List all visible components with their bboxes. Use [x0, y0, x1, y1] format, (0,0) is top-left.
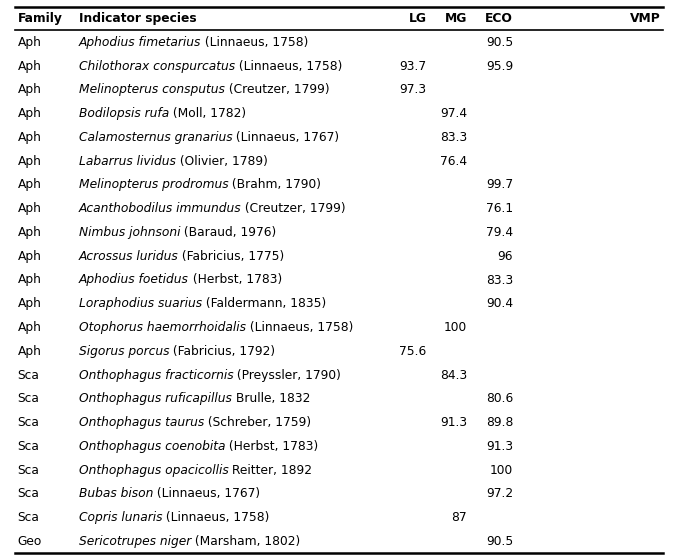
- Text: Aph: Aph: [18, 273, 41, 287]
- Text: (Fabricius, 1792): (Fabricius, 1792): [169, 345, 275, 358]
- Text: Aph: Aph: [18, 155, 41, 167]
- Text: Brulle, 1832: Brulle, 1832: [231, 393, 310, 405]
- Text: Melinopterus prodromus: Melinopterus prodromus: [79, 179, 228, 192]
- Text: Aph: Aph: [18, 107, 41, 120]
- Text: Aph: Aph: [18, 226, 41, 239]
- Text: MG: MG: [445, 12, 467, 25]
- Text: Onthophagus coenobita: Onthophagus coenobita: [79, 440, 225, 453]
- Text: Bodilopsis rufa: Bodilopsis rufa: [79, 107, 169, 120]
- Text: (Schreber, 1759): (Schreber, 1759): [204, 416, 311, 429]
- Text: (Linnaeus, 1767): (Linnaeus, 1767): [153, 487, 260, 501]
- Text: (Linnaeus, 1758): (Linnaeus, 1758): [162, 511, 270, 524]
- Text: (Linnaeus, 1767): (Linnaeus, 1767): [233, 131, 340, 144]
- Text: (Linnaeus, 1758): (Linnaeus, 1758): [235, 59, 342, 73]
- Text: 76.1: 76.1: [486, 202, 513, 215]
- Text: Otophorus haemorrhoidalis: Otophorus haemorrhoidalis: [79, 321, 245, 334]
- Text: Aph: Aph: [18, 131, 41, 144]
- Text: 80.6: 80.6: [486, 393, 513, 405]
- Text: Onthophagus fracticornis: Onthophagus fracticornis: [79, 368, 233, 381]
- Text: 83.3: 83.3: [486, 273, 513, 287]
- Text: (Herbst, 1783): (Herbst, 1783): [188, 273, 282, 287]
- Text: Aph: Aph: [18, 297, 41, 310]
- Text: (Brahm, 1790): (Brahm, 1790): [228, 179, 321, 192]
- Text: Sericotrupes niger: Sericotrupes niger: [79, 535, 191, 548]
- Text: Indicator species: Indicator species: [79, 12, 196, 25]
- Text: 83.3: 83.3: [440, 131, 467, 144]
- Text: (Marsham, 1802): (Marsham, 1802): [191, 535, 300, 548]
- Text: Aphodius fimetarius: Aphodius fimetarius: [79, 36, 201, 49]
- Text: 90.5: 90.5: [486, 535, 513, 548]
- Text: Nimbus johnsoni: Nimbus johnsoni: [79, 226, 180, 239]
- Text: 99.7: 99.7: [486, 179, 513, 192]
- Text: Onthophagus opacicollis: Onthophagus opacicollis: [79, 464, 228, 477]
- Text: 75.6: 75.6: [399, 345, 426, 358]
- Text: Acrossus luridus: Acrossus luridus: [79, 250, 178, 263]
- Text: LG: LG: [408, 12, 426, 25]
- Text: 97.2: 97.2: [486, 487, 513, 501]
- Text: Sca: Sca: [18, 393, 39, 405]
- Text: (Linnaeus, 1758): (Linnaeus, 1758): [245, 321, 353, 334]
- Text: Loraphodius suarius: Loraphodius suarius: [79, 297, 202, 310]
- Text: Aph: Aph: [18, 345, 41, 358]
- Text: (Moll, 1782): (Moll, 1782): [169, 107, 246, 120]
- Text: Calamosternus granarius: Calamosternus granarius: [79, 131, 233, 144]
- Text: Melinopterus consputus: Melinopterus consputus: [79, 83, 224, 96]
- Text: 87: 87: [452, 511, 467, 524]
- Text: 97.3: 97.3: [399, 83, 426, 96]
- Text: Sca: Sca: [18, 416, 39, 429]
- Text: 91.3: 91.3: [440, 416, 467, 429]
- Text: VMP: VMP: [630, 12, 660, 25]
- Text: Geo: Geo: [18, 535, 42, 548]
- Text: Sca: Sca: [18, 368, 39, 381]
- Text: ECO: ECO: [485, 12, 513, 25]
- Text: (Olivier, 1789): (Olivier, 1789): [176, 155, 267, 167]
- Text: 89.8: 89.8: [486, 416, 513, 429]
- Text: Reitter, 1892: Reitter, 1892: [228, 464, 313, 477]
- Text: Aph: Aph: [18, 179, 41, 192]
- Text: Sca: Sca: [18, 464, 39, 477]
- Text: (Creutzer, 1799): (Creutzer, 1799): [224, 83, 329, 96]
- Text: 76.4: 76.4: [440, 155, 467, 167]
- Text: Sca: Sca: [18, 487, 39, 501]
- Text: Aph: Aph: [18, 83, 41, 96]
- Text: Sigorus porcus: Sigorus porcus: [79, 345, 169, 358]
- Text: 97.4: 97.4: [440, 107, 467, 120]
- Text: Copris lunaris: Copris lunaris: [79, 511, 162, 524]
- Text: Aph: Aph: [18, 59, 41, 73]
- Text: 84.3: 84.3: [440, 368, 467, 381]
- Text: Chilothorax conspurcatus: Chilothorax conspurcatus: [79, 59, 235, 73]
- Text: Sca: Sca: [18, 511, 39, 524]
- Text: (Preyssler, 1790): (Preyssler, 1790): [233, 368, 341, 381]
- Text: (Fabricius, 1775): (Fabricius, 1775): [178, 250, 285, 263]
- Text: 90.4: 90.4: [486, 297, 513, 310]
- Text: Aphodius foetidus: Aphodius foetidus: [79, 273, 188, 287]
- Text: 90.5: 90.5: [486, 36, 513, 49]
- Text: Aph: Aph: [18, 321, 41, 334]
- Text: 95.9: 95.9: [486, 59, 513, 73]
- Text: 79.4: 79.4: [486, 226, 513, 239]
- Text: (Herbst, 1783): (Herbst, 1783): [225, 440, 319, 453]
- Text: 96: 96: [498, 250, 513, 263]
- Text: Labarrus lividus: Labarrus lividus: [79, 155, 176, 167]
- Text: (Baraud, 1976): (Baraud, 1976): [180, 226, 277, 239]
- Text: Acanthobodilus immundus: Acanthobodilus immundus: [79, 202, 241, 215]
- Text: 100: 100: [444, 321, 467, 334]
- Text: 91.3: 91.3: [486, 440, 513, 453]
- Text: Bubas bison: Bubas bison: [79, 487, 153, 501]
- Text: 100: 100: [490, 464, 513, 477]
- Text: 93.7: 93.7: [399, 59, 426, 73]
- Text: Aph: Aph: [18, 36, 41, 49]
- Text: (Faldermann, 1835): (Faldermann, 1835): [202, 297, 326, 310]
- Text: Sca: Sca: [18, 440, 39, 453]
- Text: Aph: Aph: [18, 250, 41, 263]
- Text: Onthophagus ruficapillus: Onthophagus ruficapillus: [79, 393, 231, 405]
- Text: (Creutzer, 1799): (Creutzer, 1799): [241, 202, 346, 215]
- Text: (Linnaeus, 1758): (Linnaeus, 1758): [201, 36, 308, 49]
- Text: Family: Family: [18, 12, 62, 25]
- Text: Aph: Aph: [18, 202, 41, 215]
- Text: Onthophagus taurus: Onthophagus taurus: [79, 416, 204, 429]
